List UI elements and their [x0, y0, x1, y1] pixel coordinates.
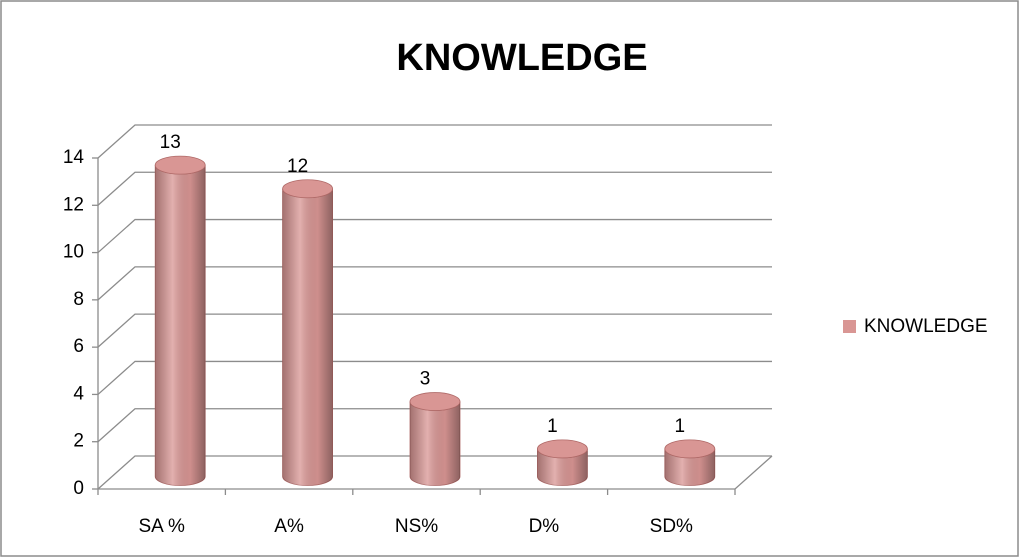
data-label: 13 — [160, 132, 181, 153]
chart-title: KNOWLEDGE — [396, 37, 647, 79]
y-tick-label: 12 — [63, 194, 84, 215]
legend-swatch — [843, 320, 856, 333]
data-label: 12 — [287, 156, 308, 177]
grid-line — [97, 266, 772, 301]
data-label: 1 — [547, 416, 558, 437]
grid-line — [97, 218, 772, 254]
bar-top — [409, 392, 461, 411]
bar-top — [664, 439, 716, 459]
y-tick-label: 0 — [73, 478, 84, 499]
bar-top — [154, 155, 206, 175]
x-tick-label: SA % — [138, 516, 185, 537]
y-tick-label: 6 — [73, 336, 84, 357]
x-tick-label: D% — [529, 516, 560, 537]
data-label: 3 — [420, 369, 431, 390]
bar-top — [537, 439, 588, 459]
grid-line — [97, 124, 772, 159]
x-tick-label: A% — [274, 516, 304, 537]
data-label: 1 — [675, 416, 686, 437]
bar-shade — [155, 165, 206, 486]
grid-line — [97, 171, 772, 206]
x-tick-label: SD% — [650, 516, 693, 537]
y-tick-label: 4 — [73, 383, 84, 404]
grid-line — [97, 408, 772, 443]
bar-top — [282, 179, 334, 199]
y-tick-label: 8 — [73, 289, 84, 310]
grid-line — [97, 313, 772, 348]
bar-shade — [410, 401, 460, 486]
bar-shade — [664, 448, 715, 486]
y-tick-label: 2 — [73, 431, 84, 452]
y-tick-label: 14 — [63, 147, 85, 168]
bar-shade — [537, 448, 588, 486]
y-tick-label: 10 — [63, 242, 84, 263]
grid-line — [97, 360, 772, 395]
bar-shade — [282, 188, 333, 486]
x-tick-label: NS% — [395, 516, 438, 537]
legend-label: KNOWLEDGE — [864, 316, 988, 337]
